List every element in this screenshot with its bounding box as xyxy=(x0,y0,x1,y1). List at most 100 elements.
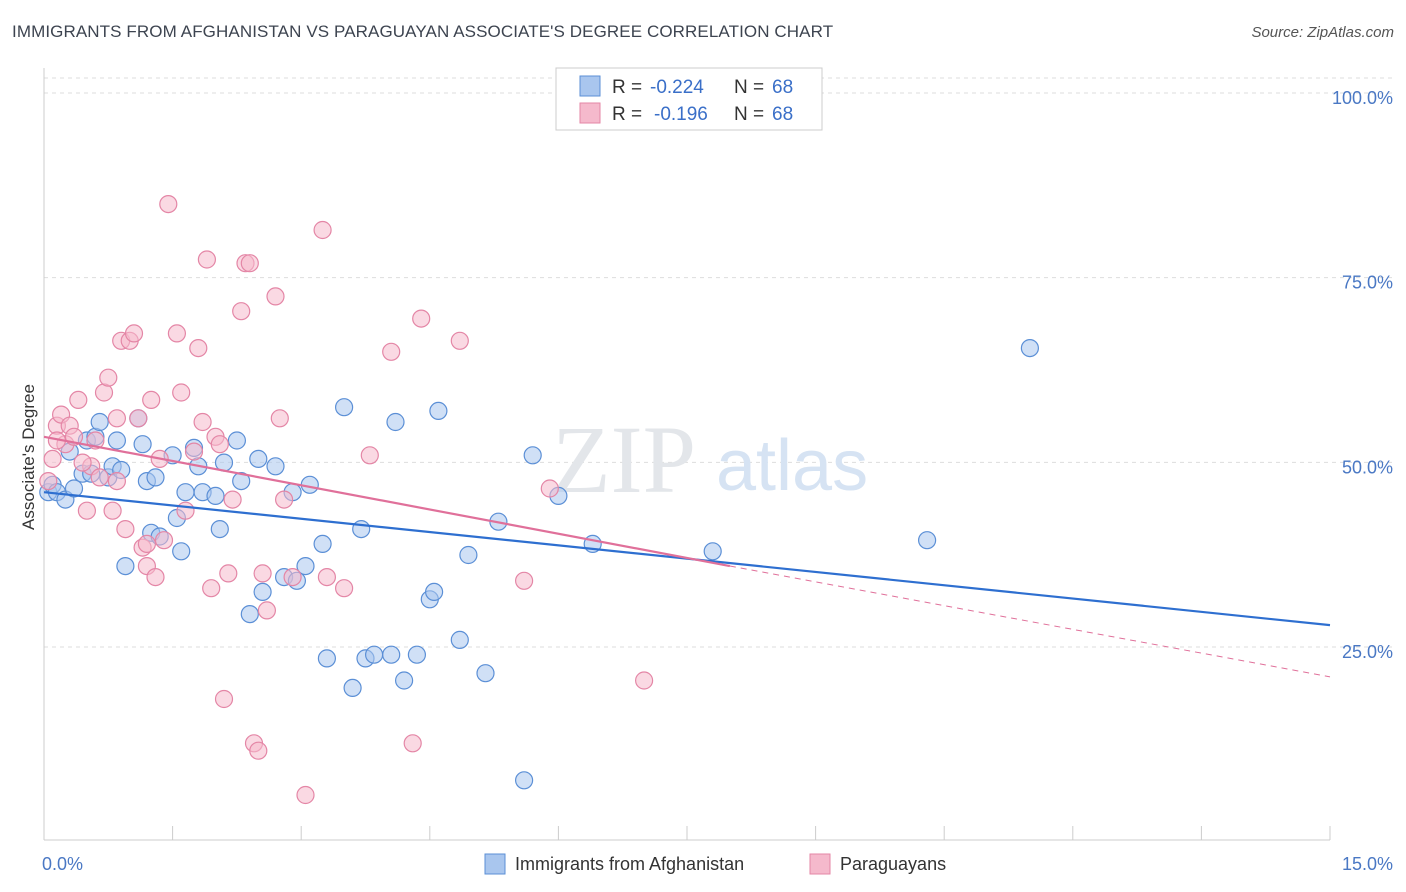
watermark-zip: ZIP xyxy=(552,406,696,513)
paraguayan-point xyxy=(69,390,88,409)
paraguayan-point xyxy=(266,287,285,306)
afghanistan-point xyxy=(523,446,542,465)
afghanistan-point xyxy=(172,542,191,561)
legend-n-value-1: 68 xyxy=(772,77,793,98)
legend-r-label-2: R = xyxy=(612,104,642,125)
legend-label-paraguayans: Paraguayans xyxy=(840,854,946,874)
paraguayan-point xyxy=(197,250,216,269)
paraguayan-point xyxy=(124,324,144,343)
afghanistan-point xyxy=(317,649,336,668)
paraguayan-point xyxy=(73,453,92,472)
paraguayan-point xyxy=(39,472,58,491)
afghanistan-point xyxy=(266,457,285,476)
afghanistan-point xyxy=(210,519,229,539)
afghanistan-point xyxy=(703,542,722,561)
paraguayan-point xyxy=(403,734,422,753)
afghanistan-point xyxy=(176,483,195,502)
afghanistan-point xyxy=(232,472,251,491)
afghanistan-point xyxy=(227,431,246,450)
paraguayan-point xyxy=(223,490,242,509)
afghanistan-point xyxy=(476,664,495,683)
paraguayan-point xyxy=(382,342,401,361)
afghanistan-point xyxy=(1020,339,1040,358)
paraguayan-point xyxy=(219,564,238,583)
axis-layer: 100.0% 75.0% 50.0% 25.0% 0.0% 15.0% xyxy=(42,68,1393,874)
legend-label-afghanistan: Immigrants from Afghanistan xyxy=(515,854,744,874)
paraguayan-point xyxy=(137,534,156,554)
paraguayan-point xyxy=(202,579,221,598)
afghanistan-point xyxy=(296,556,315,576)
paraguayan-point xyxy=(335,579,354,598)
watermark-atlas: atlas xyxy=(716,426,868,506)
afghanistan-point xyxy=(459,545,478,565)
afghanistan-point xyxy=(116,556,135,576)
legend-r-value-2: -0.196 xyxy=(654,104,708,125)
afghanistan-point xyxy=(146,468,165,487)
points-layer xyxy=(39,195,1040,805)
legend-swatch-paraguayans xyxy=(809,853,831,875)
paraguayan-point xyxy=(142,390,161,409)
afghanistan-point xyxy=(90,412,109,432)
chart-title: IMMIGRANTS FROM AFGHANISTAN VS PARAGUAYA… xyxy=(12,22,834,41)
afghanistan-point xyxy=(206,486,225,505)
afghanistan-point xyxy=(514,771,534,790)
watermark: ZIP atlas xyxy=(552,406,868,513)
trend-layer xyxy=(43,435,1331,678)
afghanistan-point xyxy=(335,398,354,417)
y-tick-label: 50.0% xyxy=(1342,457,1393,477)
afghanistan-point xyxy=(386,412,405,432)
paraguayan-point xyxy=(283,567,302,587)
afghanistan-point xyxy=(313,534,332,554)
paraguayan-point xyxy=(167,324,186,343)
paraguayan-point xyxy=(313,220,332,240)
paraguayan-point xyxy=(176,501,195,520)
paraguayan-point xyxy=(129,409,148,428)
paraguayan-point xyxy=(249,741,268,760)
afghanistan-point xyxy=(425,582,444,602)
legend-n-label-2: N = xyxy=(734,104,764,125)
paraguayan-point xyxy=(317,567,336,587)
paraguayan-point xyxy=(360,446,379,465)
paraguayan-point xyxy=(184,442,204,461)
afghanistan-point xyxy=(64,479,84,498)
paraguayan-point xyxy=(43,449,62,468)
paraguayan-point xyxy=(116,519,135,539)
paraguayan-point xyxy=(193,412,212,432)
paraguayan-point xyxy=(154,531,174,550)
afghanistan-point xyxy=(365,645,384,664)
afghanistan-point xyxy=(133,435,152,454)
afghanistan-point xyxy=(395,671,414,690)
series-legend: Immigrants from Afghanistan Paraguayans xyxy=(484,853,946,875)
paraguayan-point xyxy=(159,195,178,214)
y-tick-label: 25.0% xyxy=(1342,642,1393,662)
paraguayan-point xyxy=(240,254,259,273)
afghanistan-point xyxy=(382,645,401,664)
paraguayan-point xyxy=(275,490,294,509)
x-tick-label-end: 15.0% xyxy=(1342,854,1393,874)
paraguayan-point xyxy=(214,689,234,709)
paraguayan-point xyxy=(90,468,109,487)
paraguayan-point xyxy=(412,309,431,328)
afghanistan-point xyxy=(407,645,426,664)
paraguayan-trend-line xyxy=(43,435,731,568)
legend-n-label-1: N = xyxy=(734,77,764,98)
afghanistan-point xyxy=(240,604,259,624)
paraguayan-point xyxy=(253,564,272,583)
paraguayan-point xyxy=(270,409,289,428)
legend-swatch-afghanistan xyxy=(484,853,506,875)
paraguayan-trend-extension xyxy=(729,565,1331,678)
paraguayan-point xyxy=(107,472,127,491)
paraguayan-point xyxy=(172,383,191,402)
legend-swatch-pink xyxy=(579,102,601,124)
afghanistan-point xyxy=(249,449,268,468)
stats-legend: R = -0.224 N = 68 R = -0.196 N = 68 xyxy=(555,67,823,131)
afghanistan-point xyxy=(107,431,127,450)
y-tick-label: 100.0% xyxy=(1332,88,1393,108)
x-tick-label-start: 0.0% xyxy=(42,854,83,874)
afghanistan-point xyxy=(253,582,272,602)
legend-swatch-blue xyxy=(579,75,601,97)
paraguayan-point xyxy=(99,368,118,387)
paraguayan-point xyxy=(146,567,165,587)
paraguayan-point xyxy=(540,479,559,498)
